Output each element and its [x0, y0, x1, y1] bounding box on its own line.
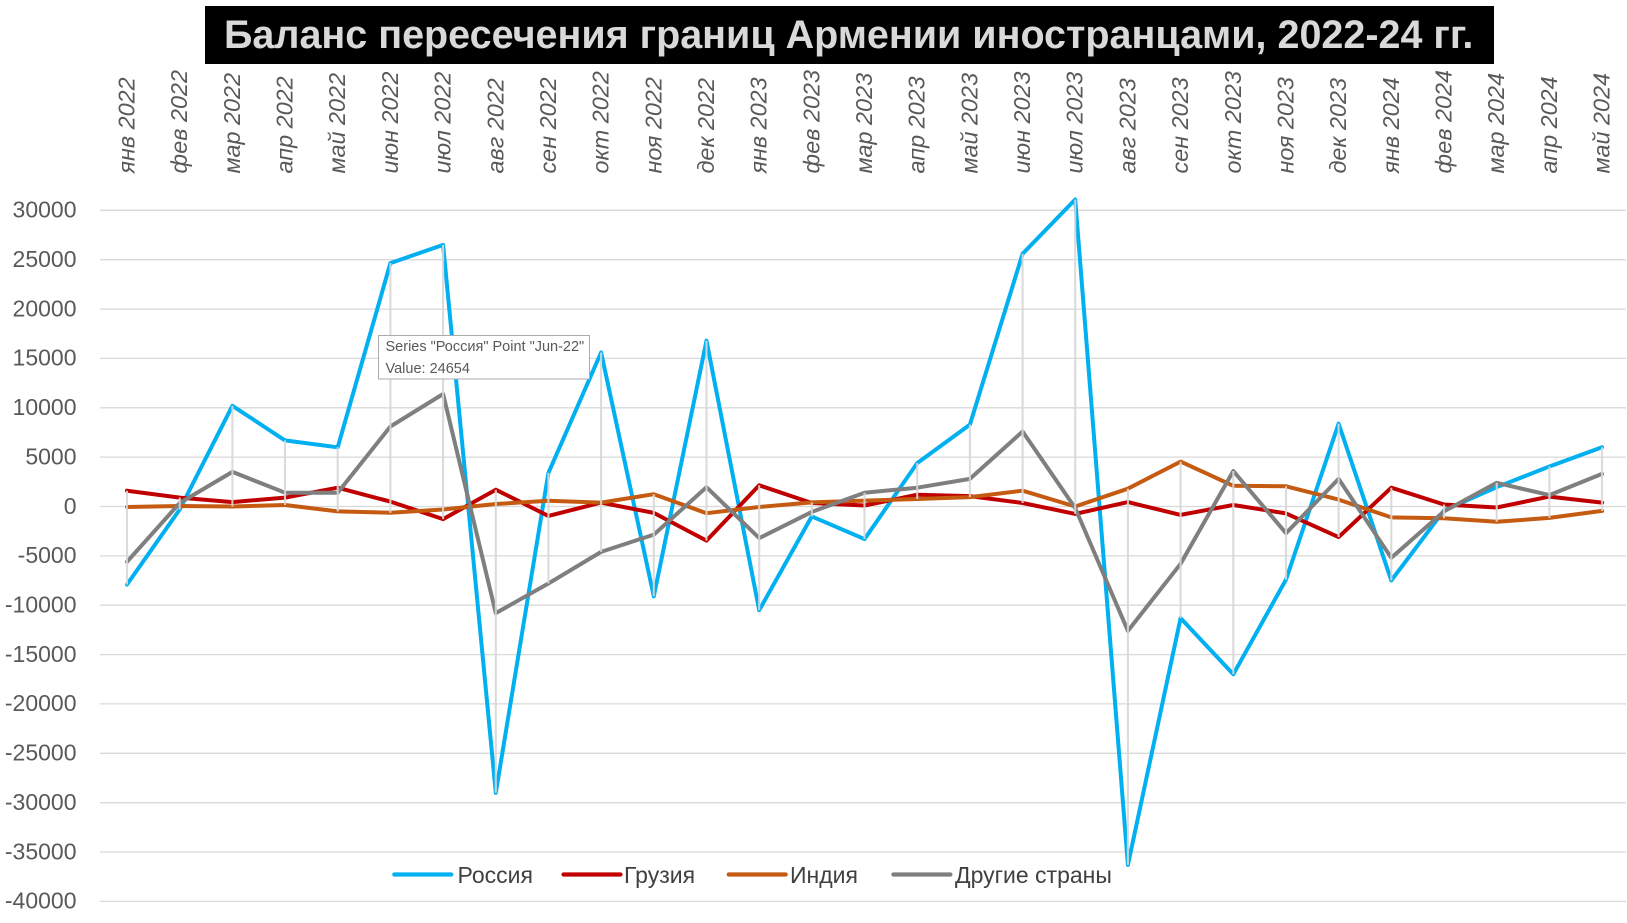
svg-text:май 2024: май 2024	[1589, 73, 1615, 174]
svg-text:Другие страны: Другие страны	[955, 862, 1112, 888]
svg-text:ноя 2023: ноя 2023	[1273, 77, 1299, 173]
svg-text:сен 2023: сен 2023	[1167, 77, 1193, 173]
svg-text:10000: 10000	[13, 394, 77, 420]
svg-text:янв 2022: янв 2022	[114, 77, 140, 174]
svg-text:мар 2024: мар 2024	[1483, 73, 1509, 174]
svg-text:-10000: -10000	[5, 592, 77, 618]
svg-text:фев 2024: фев 2024	[1431, 70, 1457, 174]
svg-text:июн 2023: июн 2023	[1009, 71, 1035, 173]
svg-text:фев 2023: фев 2023	[798, 70, 824, 174]
svg-text:май 2023: май 2023	[956, 73, 982, 174]
svg-text:май 2022: май 2022	[324, 73, 350, 174]
svg-text:июл 2023: июл 2023	[1062, 72, 1088, 174]
svg-text:Индия: Индия	[790, 862, 858, 888]
svg-text:-15000: -15000	[5, 641, 77, 667]
svg-text:июн 2022: июн 2022	[377, 71, 403, 173]
svg-text:дек 2022: дек 2022	[693, 78, 719, 174]
svg-text:мар 2023: мар 2023	[851, 73, 877, 174]
svg-text:апр 2023: апр 2023	[904, 76, 930, 173]
svg-text:Россия: Россия	[458, 862, 533, 888]
svg-text:янв 2023: янв 2023	[746, 77, 772, 174]
svg-text:15000: 15000	[13, 345, 77, 371]
svg-text:25000: 25000	[13, 246, 77, 272]
svg-text:фев 2022: фев 2022	[166, 70, 192, 174]
svg-text:-5000: -5000	[18, 542, 77, 568]
svg-text:Series "Россия" Point "Jun-22": Series "Россия" Point "Jun-22"	[386, 339, 585, 355]
svg-text:авг 2023: авг 2023	[1114, 78, 1140, 173]
svg-text:авг 2022: авг 2022	[482, 78, 508, 173]
svg-text:30000: 30000	[13, 197, 77, 223]
svg-text:ноя 2022: ноя 2022	[640, 77, 666, 173]
svg-text:0: 0	[64, 493, 77, 519]
svg-text:-40000: -40000	[5, 888, 77, 914]
svg-text:20000: 20000	[13, 295, 77, 321]
svg-text:янв 2024: янв 2024	[1378, 77, 1404, 174]
svg-text:-35000: -35000	[5, 838, 77, 864]
svg-text:Баланс пересечения границ Арме: Баланс пересечения границ Армении иностр…	[224, 13, 1473, 57]
svg-text:Грузия: Грузия	[624, 862, 695, 888]
svg-text:-20000: -20000	[5, 690, 77, 716]
svg-text:сен 2022: сен 2022	[535, 77, 561, 173]
svg-text:окт 2023: окт 2023	[1220, 71, 1246, 173]
svg-text:мар 2022: мар 2022	[219, 73, 245, 174]
svg-text:дек 2023: дек 2023	[1325, 78, 1351, 174]
svg-text:-30000: -30000	[5, 789, 77, 815]
svg-text:5000: 5000	[25, 443, 76, 469]
svg-text:апр 2024: апр 2024	[1536, 76, 1562, 173]
svg-text:июл 2022: июл 2022	[430, 72, 456, 174]
svg-text:окт 2022: окт 2022	[588, 71, 614, 173]
svg-text:-25000: -25000	[5, 740, 77, 766]
svg-text:Value: 24654: Value: 24654	[386, 361, 470, 377]
svg-text:апр 2022: апр 2022	[272, 76, 298, 173]
